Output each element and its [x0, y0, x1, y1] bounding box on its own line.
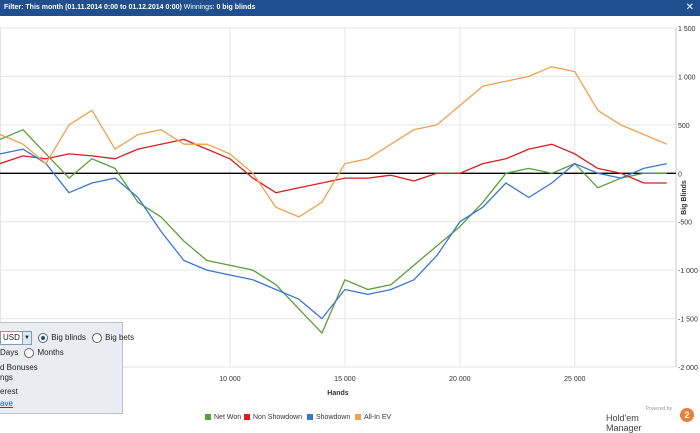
chart-legend: Net Won Non Showdown Showdown All-In EV [0, 414, 700, 424]
winnings-graph[interactable]: 1 500 1 000 500 0 -500 -1 000 -1 500 -2 000 10 0… [0, 16, 700, 425]
filter-bar[interactable]: Filter: This month (01.11.2014 0:00 to 0… [0, 0, 700, 16]
months-label: Months [37, 348, 64, 358]
plot-area [0, 27, 677, 368]
x-tick-label: 15 000 [334, 376, 356, 383]
currency-select[interactable]: USD ▼ [0, 331, 32, 345]
series-line-all-in-ev[interactable] [0, 66, 668, 218]
winnings-value: 0 big blinds [216, 4, 256, 11]
big-bets-label: Big bets [105, 333, 135, 343]
y-tick-label: 1 500 [678, 26, 696, 33]
logo-name: Hold'em Manager [606, 413, 642, 433]
legend-item-non-showdown[interactable]: Non Showdown [244, 414, 302, 421]
legend-swatch-showdown [307, 414, 313, 421]
powered-by-text: Powered by [645, 406, 672, 412]
bonuses-option[interactable]: d Bonuses [0, 363, 38, 372]
save-link[interactable]: ave [0, 399, 13, 408]
legend-item-all-in-ev[interactable]: All-In EV [355, 414, 391, 421]
holdem-manager-logo: Powered by Hold'em Manager 2 [606, 406, 696, 433]
legend-swatch-net-won [205, 414, 211, 421]
chevron-down-icon[interactable]: ▼ [22, 332, 31, 344]
radio-big-blinds[interactable] [38, 333, 49, 343]
series-line-non-showdown[interactable] [0, 138, 667, 194]
y-tick-label: -1 500 [678, 317, 698, 324]
radio-big-bets[interactable] [92, 333, 103, 343]
series-line-showdown[interactable] [0, 148, 667, 320]
y-tick-label: -500 [678, 220, 692, 227]
x-tick-label: 20 000 [449, 376, 471, 383]
y-tick-label: 500 [678, 123, 690, 130]
y-axis-label: Big Blinds [681, 180, 688, 215]
x-tick-label: 25 000 [564, 376, 586, 383]
series-line-net-won[interactable] [0, 129, 667, 334]
winnings-label: Winnings: [183, 4, 215, 11]
y-tick-label: 0 [678, 171, 682, 178]
rakeback-option[interactable]: ngs [0, 373, 13, 382]
days-label[interactable]: Days [0, 348, 19, 358]
legend-item-showdown[interactable]: Showdown [307, 414, 350, 421]
big-blinds-label: Big blinds [51, 333, 86, 343]
legend-swatch-all-in-ev [355, 414, 361, 421]
interest-option[interactable]: erest [0, 387, 18, 396]
x-axis-label: Hands [327, 390, 349, 397]
hm2-badge-icon: 2 [680, 408, 694, 422]
x-tick-label: 10 000 [219, 376, 241, 383]
y-tick-label: -2 000 [678, 365, 698, 372]
filter-range[interactable]: This month (01.11.2014 0:00 to 01.12.201… [25, 4, 182, 11]
legend-swatch-non-showdown [244, 414, 250, 421]
graph-settings-panel: USD ▼ Big blinds Big bets Days Months d B… [0, 322, 134, 414]
legend-item-net-won[interactable]: Net Won [205, 414, 241, 421]
y-tick-label: -1 000 [678, 268, 698, 275]
filter-label: Filter: [4, 4, 24, 11]
radio-months[interactable] [24, 348, 35, 358]
close-icon[interactable]: ✕ [685, 2, 694, 13]
y-tick-label: 1 000 [678, 74, 696, 81]
